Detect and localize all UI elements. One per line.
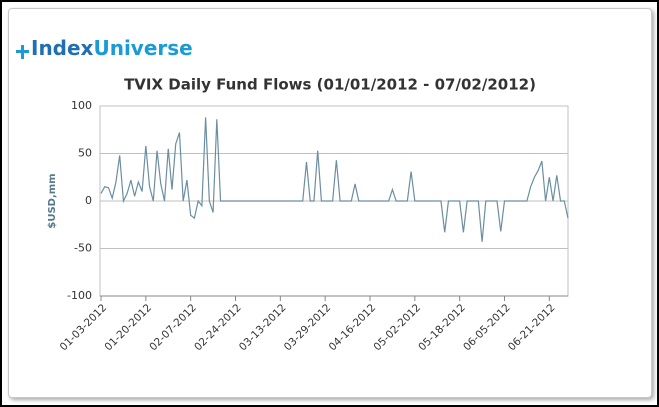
y-tick-label: -50 bbox=[74, 242, 92, 255]
x-tick-label: 04-16-2012 bbox=[327, 302, 379, 354]
y-tick-label: 100 bbox=[71, 99, 92, 112]
chart-card bbox=[8, 8, 652, 398]
x-tick-label: 02-07-2012 bbox=[147, 302, 199, 354]
x-tick-label: 02-24-2012 bbox=[192, 302, 244, 354]
data-line bbox=[100, 117, 569, 242]
x-tick-label: 01-20-2012 bbox=[102, 302, 154, 354]
logo-icon bbox=[16, 50, 29, 53]
x-tick-label: 06-21-2012 bbox=[506, 302, 558, 354]
logo: IndexUniverse bbox=[31, 36, 193, 60]
x-tick-label: 05-02-2012 bbox=[371, 302, 423, 354]
x-tick-label: 03-29-2012 bbox=[282, 302, 334, 354]
logo-part: Universe bbox=[93, 36, 192, 60]
x-tick-label: 06-05-2012 bbox=[461, 302, 513, 354]
y-tick-label: 0 bbox=[85, 194, 92, 207]
x-tick-label: 01-03-2012 bbox=[58, 302, 110, 354]
x-tick-label: 03-13-2012 bbox=[237, 302, 289, 354]
y-tick-label: 50 bbox=[78, 147, 92, 160]
chart-title: TVIX Daily Fund Flows (01/01/2012 - 07/0… bbox=[124, 76, 536, 94]
logo-part: Index bbox=[31, 36, 94, 60]
y-tick-label: -100 bbox=[67, 289, 92, 302]
y-axis-label: $USD,mm bbox=[47, 173, 58, 228]
x-tick-label: 05-18-2012 bbox=[416, 302, 468, 354]
